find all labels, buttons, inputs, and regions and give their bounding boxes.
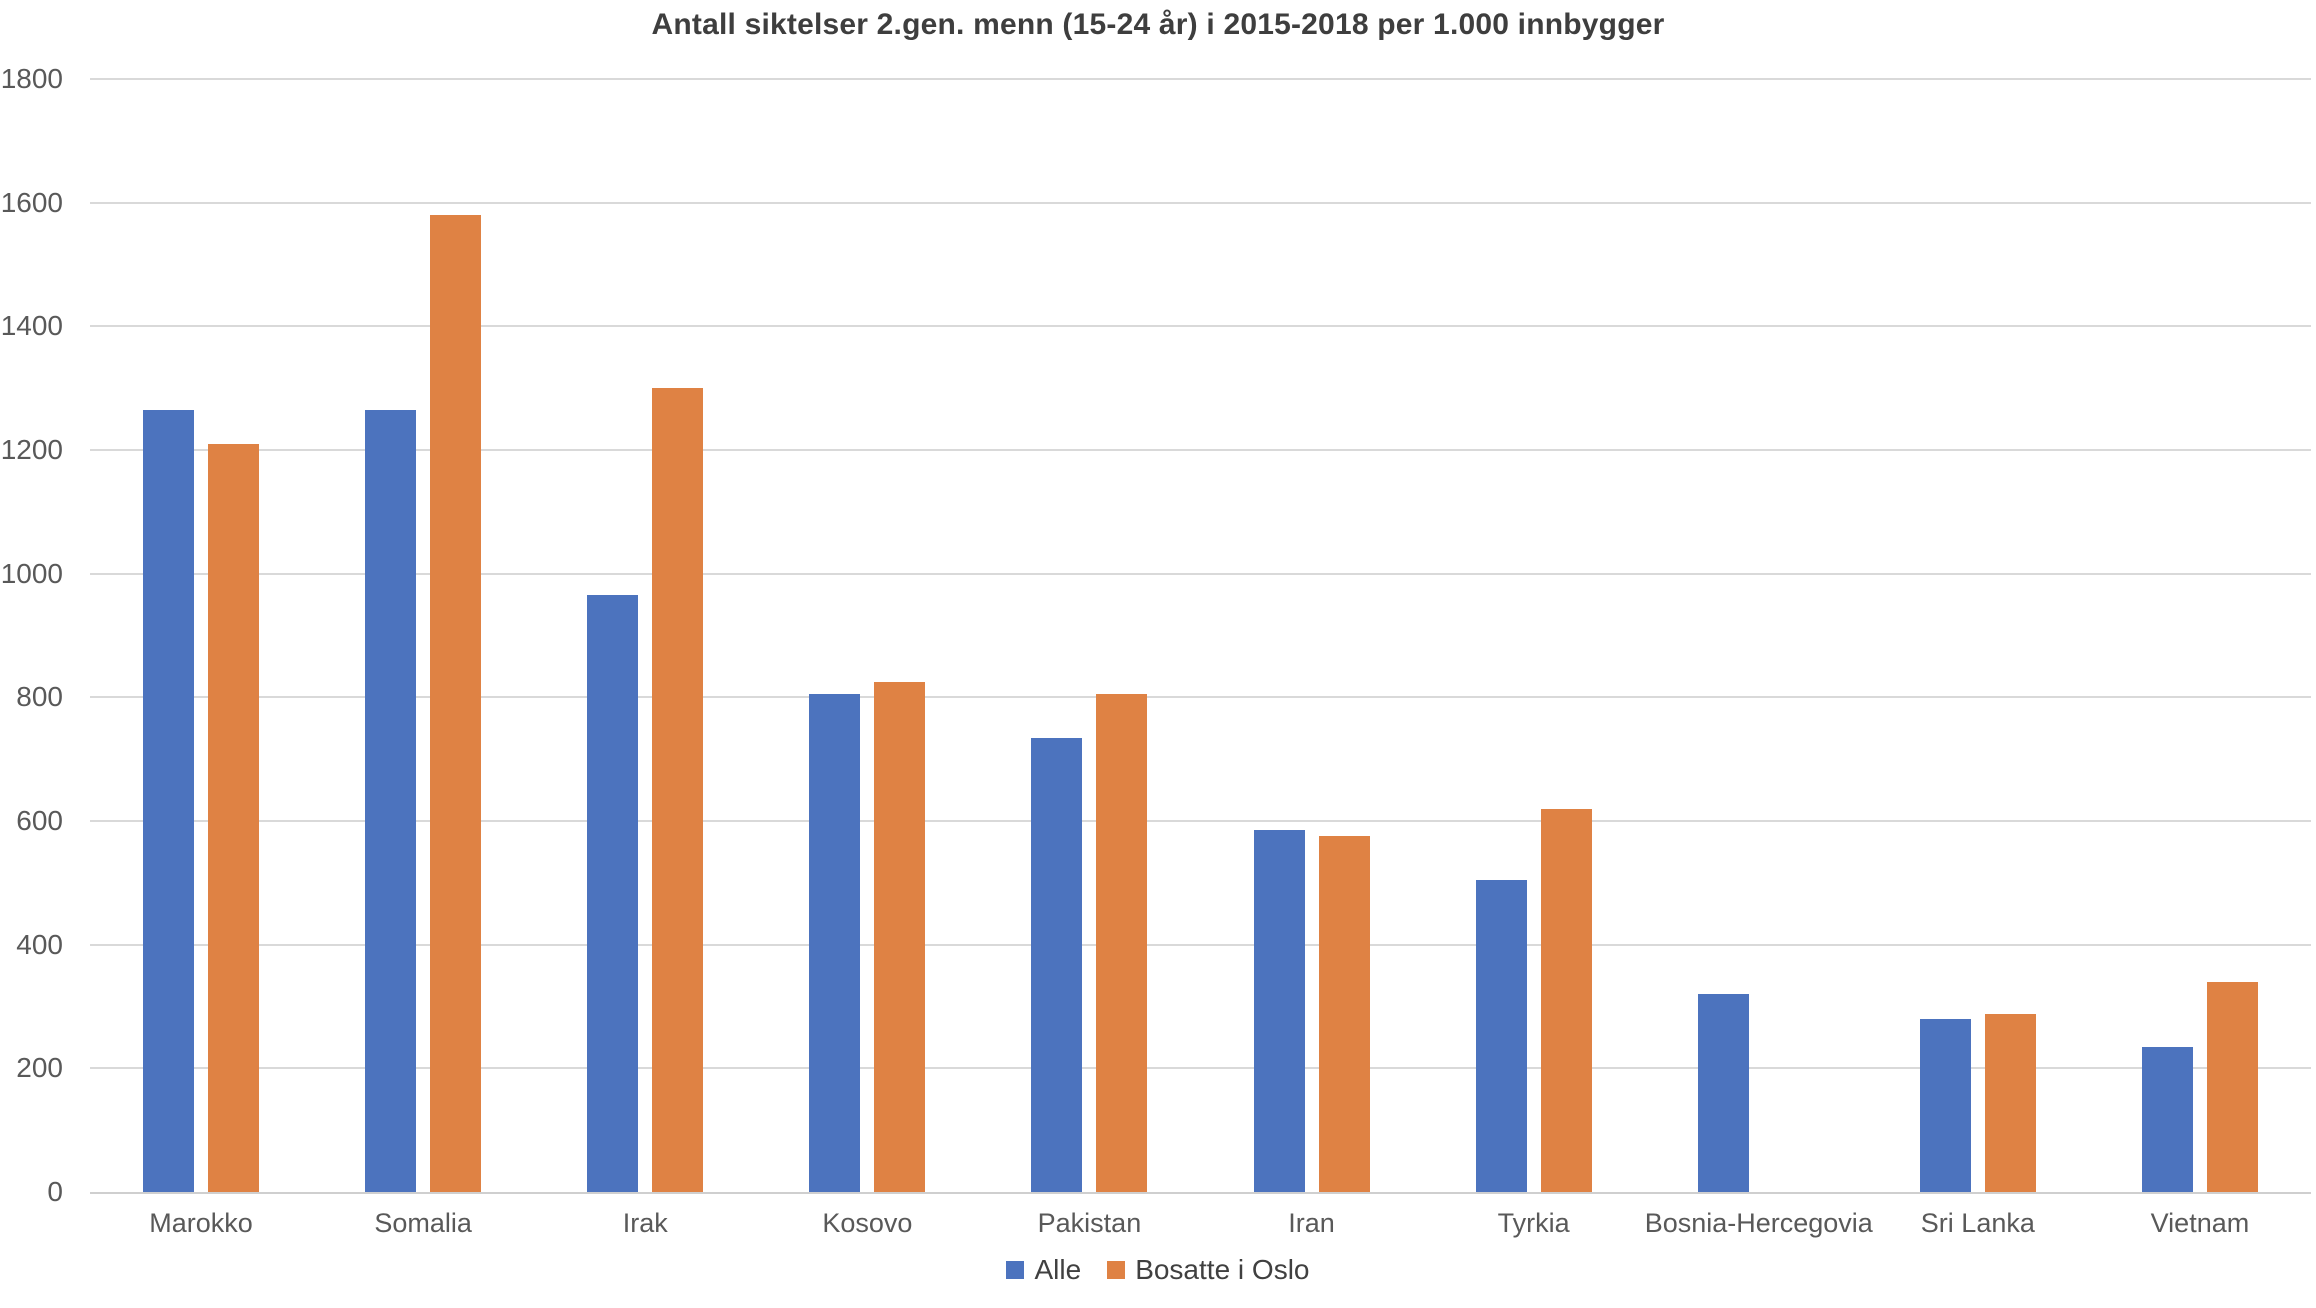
- bar-bosatte-i-oslo: [652, 388, 704, 1192]
- gridline: [90, 820, 2311, 823]
- y-tick-label: 1800: [0, 63, 63, 94]
- bar-alle: [1253, 830, 1305, 1192]
- legend-item: Bosatte i Oslo: [1107, 1254, 1310, 1286]
- y-tick-label: 1000: [0, 557, 63, 589]
- bar-bosatte-i-oslo: [430, 215, 482, 1192]
- y-tick-label: 1200: [0, 434, 63, 465]
- bar-alle: [1475, 879, 1527, 1192]
- legend-swatch-icon: [1006, 1261, 1025, 1279]
- category-column: Irak: [534, 79, 756, 1238]
- bar-alle: [587, 595, 639, 1192]
- category-column: Somalia: [312, 79, 534, 1238]
- y-tick-label: 600: [16, 805, 63, 836]
- gridline: [90, 696, 2311, 699]
- y-tick-label: 400: [16, 928, 63, 960]
- category-column: Sri Lanka: [1867, 79, 2089, 1238]
- bar-bosatte-i-oslo: [1096, 694, 1148, 1192]
- x-category-label: Bosnia-Hercegovia: [1644, 1208, 1873, 1238]
- y-tick-label: 200: [16, 1052, 63, 1084]
- gridline: [90, 572, 2311, 575]
- legend-swatch-icon: [1107, 1261, 1126, 1279]
- x-category-label: Tyrkia: [1497, 1208, 1570, 1238]
- category-column: Pakistan: [978, 79, 1200, 1238]
- category-column: Marokko: [90, 79, 312, 1238]
- gridline: [90, 325, 2311, 328]
- bar-alle: [1919, 1018, 1971, 1192]
- legend: Alle Bosatte i Oslo: [0, 1254, 2316, 1286]
- bar-alle: [809, 694, 861, 1192]
- category-column: Bosnia-Hercegovia: [1645, 79, 1873, 1238]
- bar-bosatte-i-oslo: [1318, 836, 1370, 1192]
- category-column: Iran: [1201, 79, 1423, 1238]
- x-category-label: Pakistan: [1037, 1208, 1142, 1238]
- category-column: Tyrkia: [1423, 79, 1645, 1238]
- bar-alle: [143, 409, 195, 1192]
- category-column: Vietnam: [2089, 79, 2311, 1238]
- gridline: [90, 1067, 2311, 1070]
- x-category-label: Kosovo: [822, 1208, 913, 1238]
- bar-alle: [365, 409, 417, 1192]
- bar-bosatte-i-oslo: [874, 681, 926, 1192]
- gridline: [90, 78, 2311, 80]
- bar-alle: [1697, 994, 1749, 1192]
- plot-area: 0 200 400 600 800 1000 1200 1400 1600 1800 Marokko…: [1, 63, 2311, 1238]
- legend-label: Alle: [1034, 1254, 1082, 1285]
- y-tick-label: 800: [16, 681, 63, 713]
- x-category-label: Somalia: [374, 1208, 472, 1238]
- x-category-label: Sri Lanka: [1920, 1208, 2035, 1238]
- gridline: [90, 449, 2311, 452]
- chart-title: Antall siktelser 2.gen. menn (15-24 år) …: [651, 8, 1665, 41]
- legend-item: Alle: [1006, 1254, 1081, 1286]
- gridline: [90, 943, 2311, 946]
- y-tick-label: 0: [47, 1176, 63, 1207]
- x-category-label: Marokko: [149, 1208, 253, 1238]
- x-category-label: Vietnam: [2150, 1208, 2250, 1238]
- bar-alle: [2141, 1046, 2193, 1192]
- x-category-label: Iran: [1288, 1208, 1335, 1238]
- bar-bosatte-i-oslo: [1984, 1013, 2036, 1192]
- gridline: [90, 201, 2311, 204]
- bar-bosatte-i-oslo: [1540, 808, 1592, 1192]
- bar-bosatte-i-oslo: [208, 443, 260, 1192]
- legend-label: Bosatte i Oslo: [1135, 1254, 1310, 1285]
- category-column: Kosovo: [756, 79, 978, 1238]
- y-tick-label: 1600: [0, 186, 63, 218]
- bar-bosatte-i-oslo: [2206, 981, 2258, 1192]
- bar-alle: [1031, 737, 1083, 1192]
- x-category-label: Irak: [622, 1208, 668, 1238]
- y-tick-label: 1400: [0, 310, 63, 342]
